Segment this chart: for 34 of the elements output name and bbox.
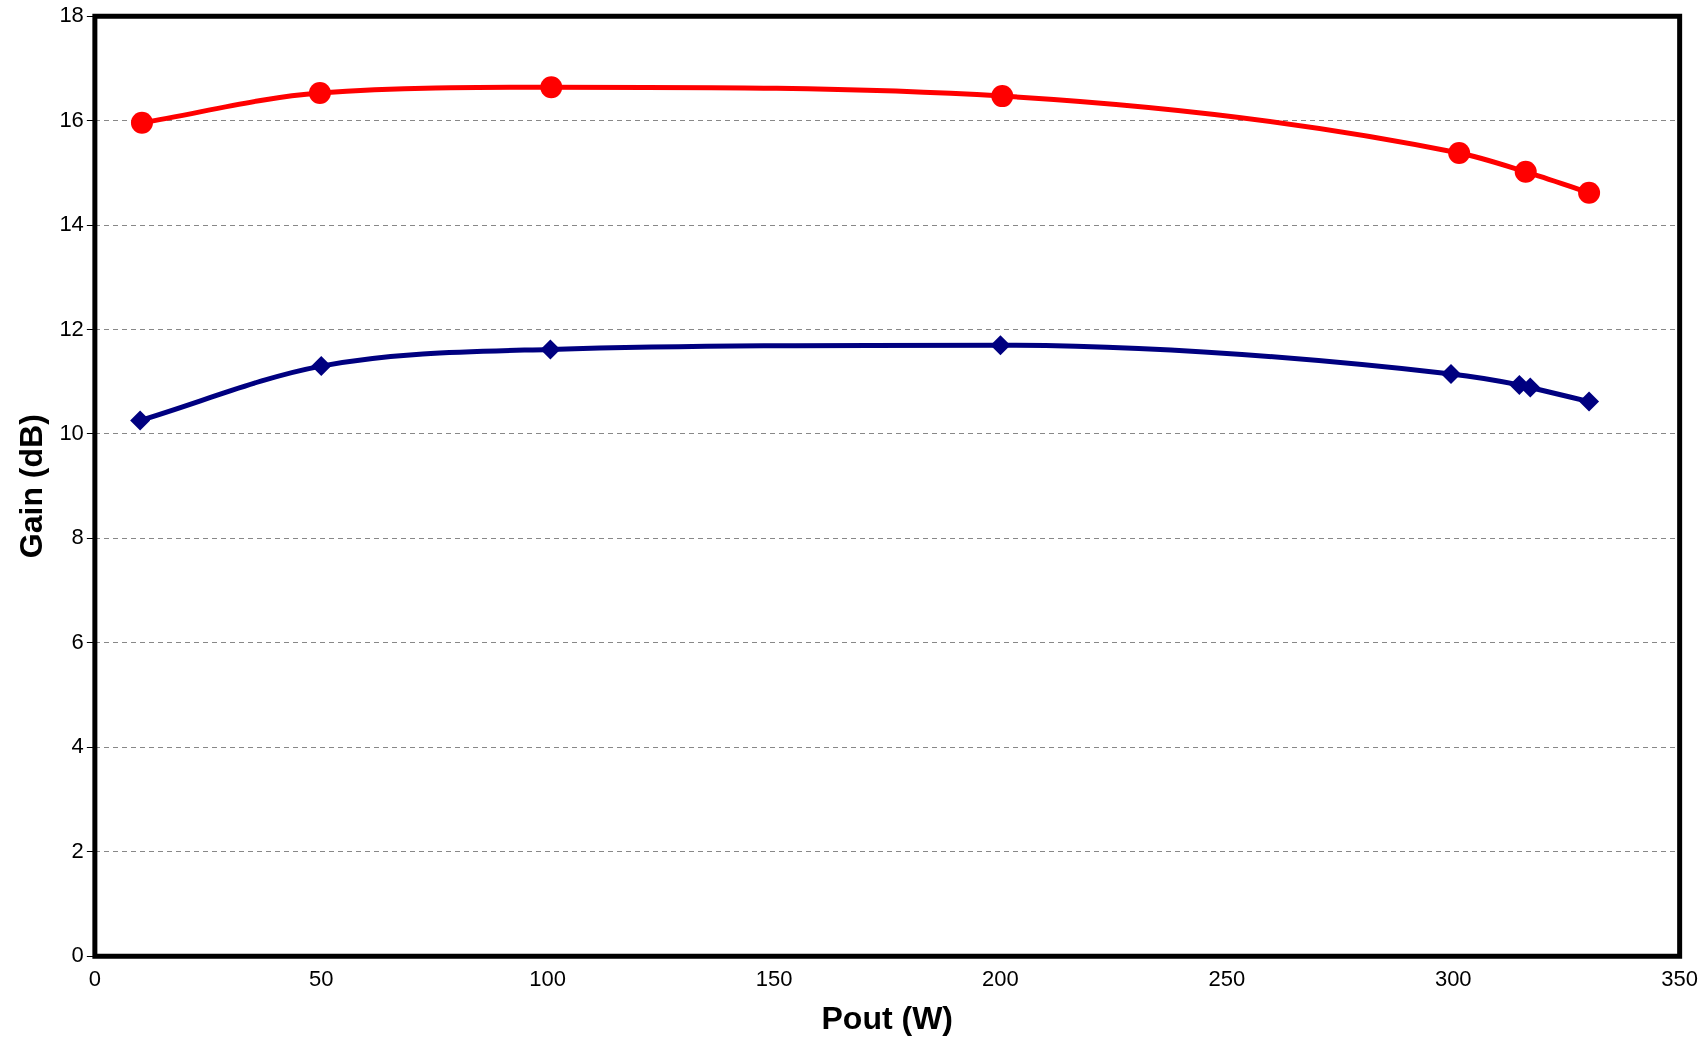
x-tick-label: 250 <box>1208 966 1246 992</box>
y-tick-label: 14 <box>59 211 84 237</box>
point <box>1448 142 1471 165</box>
point <box>130 410 151 431</box>
y-tick-label: 10 <box>59 420 84 446</box>
y-tick-label: 8 <box>71 524 84 550</box>
y-tick-label: 16 <box>59 106 84 132</box>
point <box>1578 181 1601 204</box>
point <box>308 81 331 104</box>
y-tick-label: 4 <box>71 733 84 759</box>
x-tick-label: 100 <box>529 966 567 992</box>
x-axis-title: Pout (W) <box>821 999 954 1036</box>
y-axis-title: Gain (dB) <box>13 414 50 559</box>
y-tick-label: 2 <box>71 837 84 863</box>
x-tick-label: 150 <box>755 966 793 992</box>
point <box>540 339 561 360</box>
x-tick-label: 50 <box>309 966 334 992</box>
y-tick-label: 12 <box>59 315 84 341</box>
point <box>540 76 563 99</box>
x-tick-label: 200 <box>982 966 1019 992</box>
x-tick-label: 300 <box>1434 966 1472 992</box>
y-tick-label: 0 <box>71 942 84 968</box>
point <box>311 356 332 377</box>
point <box>990 335 1011 356</box>
point <box>1514 160 1537 183</box>
point <box>991 85 1014 108</box>
point <box>1579 391 1600 412</box>
point <box>130 111 153 134</box>
point <box>1440 363 1461 384</box>
point <box>1520 377 1541 398</box>
x-tick-label: 350 <box>1661 966 1699 992</box>
y-tick-label: 6 <box>71 628 84 654</box>
x-tick-label: 0 <box>88 966 101 992</box>
y-tick-label: 18 <box>59 2 84 28</box>
